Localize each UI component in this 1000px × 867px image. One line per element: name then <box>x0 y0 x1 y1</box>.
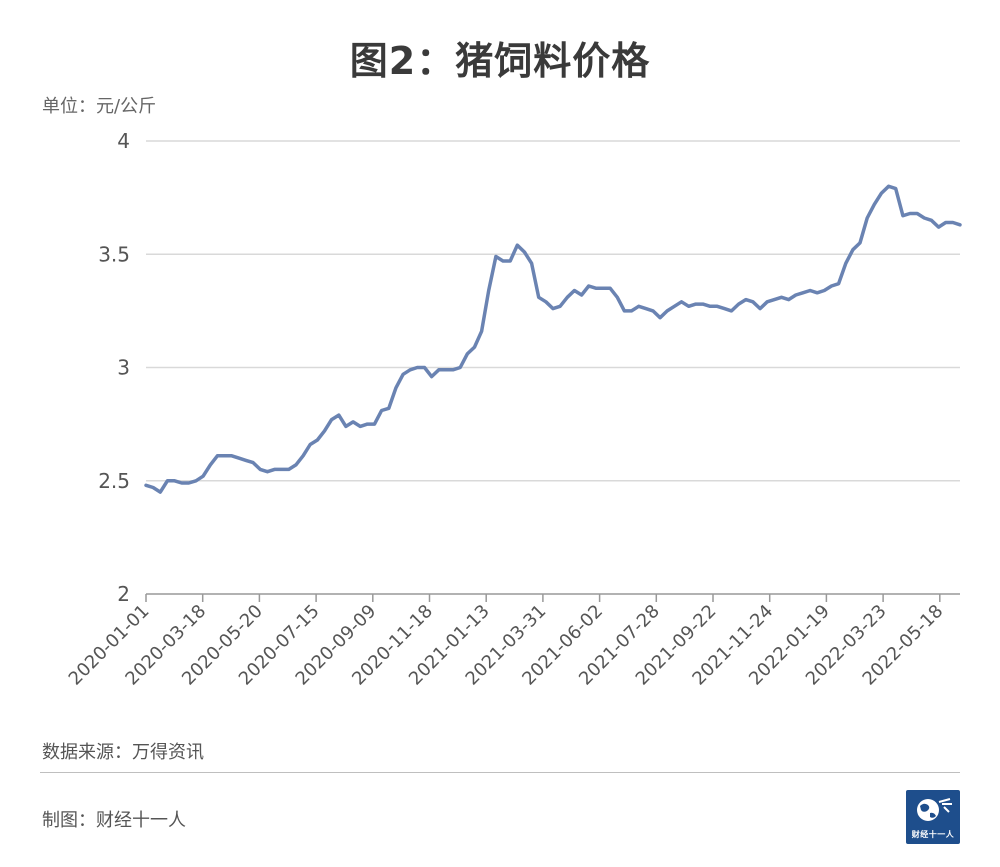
data-source-note: 数据来源：万得资讯 <box>42 742 204 763</box>
chart-maker-note: 制图：财经十一人 <box>42 810 186 831</box>
y-tick-label: 2 <box>117 582 130 606</box>
series-line <box>144 184 962 494</box>
line-chart: 2 2.5 3 3.5 4 2020-01-012020-03-182020-05-20… <box>65 129 962 690</box>
x-axis: 2020-01-012020-03-182020-05-202020-07-15… <box>65 593 960 690</box>
series-group <box>144 184 962 494</box>
logo-text: 财经十一人 <box>911 830 955 839</box>
y-tick-label: 3 <box>117 356 130 380</box>
footer-divider <box>40 772 960 773</box>
y-axis-ticks: 2 2.5 3 3.5 4 <box>98 129 130 606</box>
globe-icon <box>917 798 952 821</box>
y-tick-label: 4 <box>117 129 130 153</box>
chart-title: 图2：猪饲料价格 <box>349 39 651 83</box>
grid-lines <box>146 140 960 482</box>
unit-label: 单位：元/公斤 <box>42 96 157 117</box>
y-tick-label: 3.5 <box>98 242 130 266</box>
y-tick-label: 2.5 <box>98 469 130 493</box>
publisher-logo: 财经十一人 <box>906 790 960 844</box>
